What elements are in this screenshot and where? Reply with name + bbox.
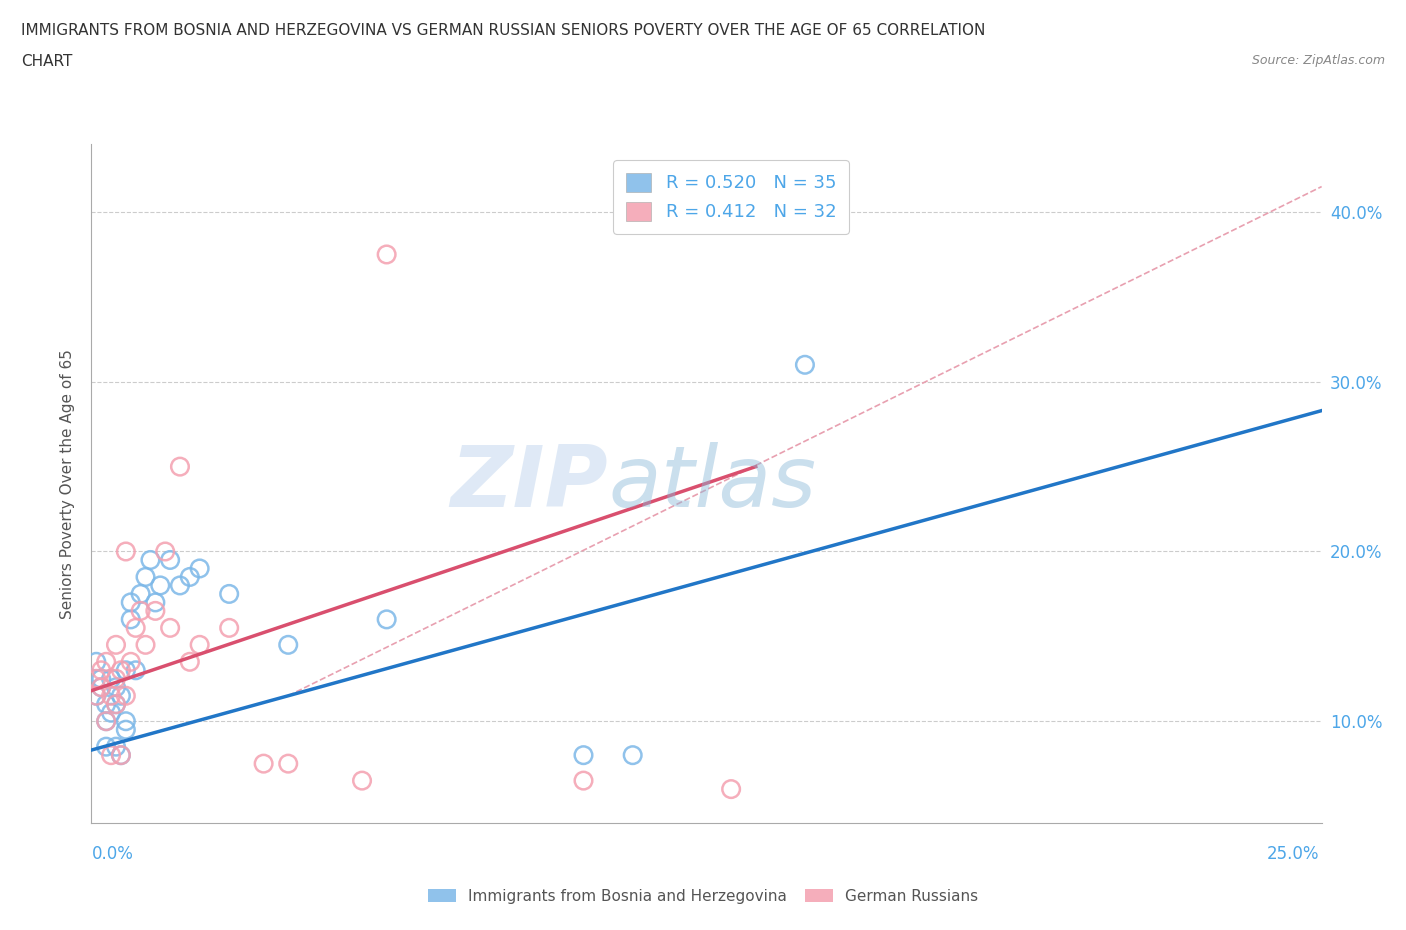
Point [110, 663, 132, 678]
Point [621, 748, 644, 763]
Text: ZIP: ZIP [450, 442, 607, 525]
Point [110, 748, 132, 763]
Text: atlas: atlas [607, 442, 815, 525]
Point [100, 705, 122, 720]
Text: CHART: CHART [21, 54, 73, 69]
Point [120, 655, 142, 670]
Text: 0.0%: 0.0% [91, 844, 134, 863]
Point [129, 604, 152, 618]
Point [90, 680, 112, 695]
Point [135, 637, 156, 652]
Point [253, 756, 276, 771]
Point [135, 569, 156, 584]
Text: IMMIGRANTS FROM BOSNIA AND HERZEGOVINA VS GERMAN RUSSIAN SENIORS POVERTY OVER TH: IMMIGRANTS FROM BOSNIA AND HERZEGOVINA V… [21, 23, 986, 38]
Point [120, 595, 142, 610]
Point [86, 688, 108, 703]
Point [114, 714, 138, 729]
Point [277, 637, 299, 652]
Point [100, 688, 122, 703]
Point [375, 612, 398, 627]
Point [110, 688, 132, 703]
Point [86, 671, 108, 686]
Point [90, 663, 112, 678]
Point [149, 578, 172, 593]
Point [114, 663, 138, 678]
Point [105, 739, 127, 754]
Point [572, 773, 595, 788]
Point [188, 561, 211, 576]
Point [96, 714, 117, 729]
Point [105, 680, 127, 695]
Point [105, 671, 127, 686]
Point [105, 637, 127, 652]
Point [110, 748, 132, 763]
Point [145, 604, 166, 618]
Point [90, 680, 112, 695]
Text: 25.0%: 25.0% [1267, 844, 1319, 863]
Point [96, 714, 117, 729]
Point [139, 552, 162, 567]
Point [86, 688, 108, 703]
Point [793, 357, 815, 372]
Point [277, 756, 299, 771]
Point [153, 544, 177, 559]
Point [114, 688, 138, 703]
Point [145, 595, 166, 610]
Point [218, 587, 240, 602]
Point [114, 544, 138, 559]
Point [169, 578, 191, 593]
Point [375, 247, 398, 262]
Legend: Immigrants from Bosnia and Herzegovina, German Russians: Immigrants from Bosnia and Herzegovina, … [423, 884, 983, 909]
Point [90, 671, 112, 686]
Point [188, 637, 211, 652]
Point [159, 552, 181, 567]
Point [572, 748, 595, 763]
Point [124, 620, 146, 635]
Text: Source: ZipAtlas.com: Source: ZipAtlas.com [1251, 54, 1385, 67]
Point [179, 655, 201, 670]
Point [96, 655, 117, 670]
Point [720, 781, 742, 796]
Point [159, 620, 181, 635]
Point [96, 739, 117, 754]
Point [86, 655, 108, 670]
Point [179, 569, 201, 584]
Y-axis label: Seniors Poverty Over the Age of 65: Seniors Poverty Over the Age of 65 [60, 349, 76, 618]
Point [124, 663, 146, 678]
Point [114, 723, 138, 737]
Point [105, 697, 127, 711]
Point [100, 748, 122, 763]
Legend: R = 0.520   N = 35, R = 0.412   N = 32: R = 0.520 N = 35, R = 0.412 N = 32 [613, 160, 849, 234]
Point [96, 697, 117, 711]
Point [169, 459, 191, 474]
Point [352, 773, 374, 788]
Point [100, 671, 122, 686]
Point [120, 612, 142, 627]
Point [218, 620, 240, 635]
Point [105, 697, 127, 711]
Point [129, 587, 152, 602]
